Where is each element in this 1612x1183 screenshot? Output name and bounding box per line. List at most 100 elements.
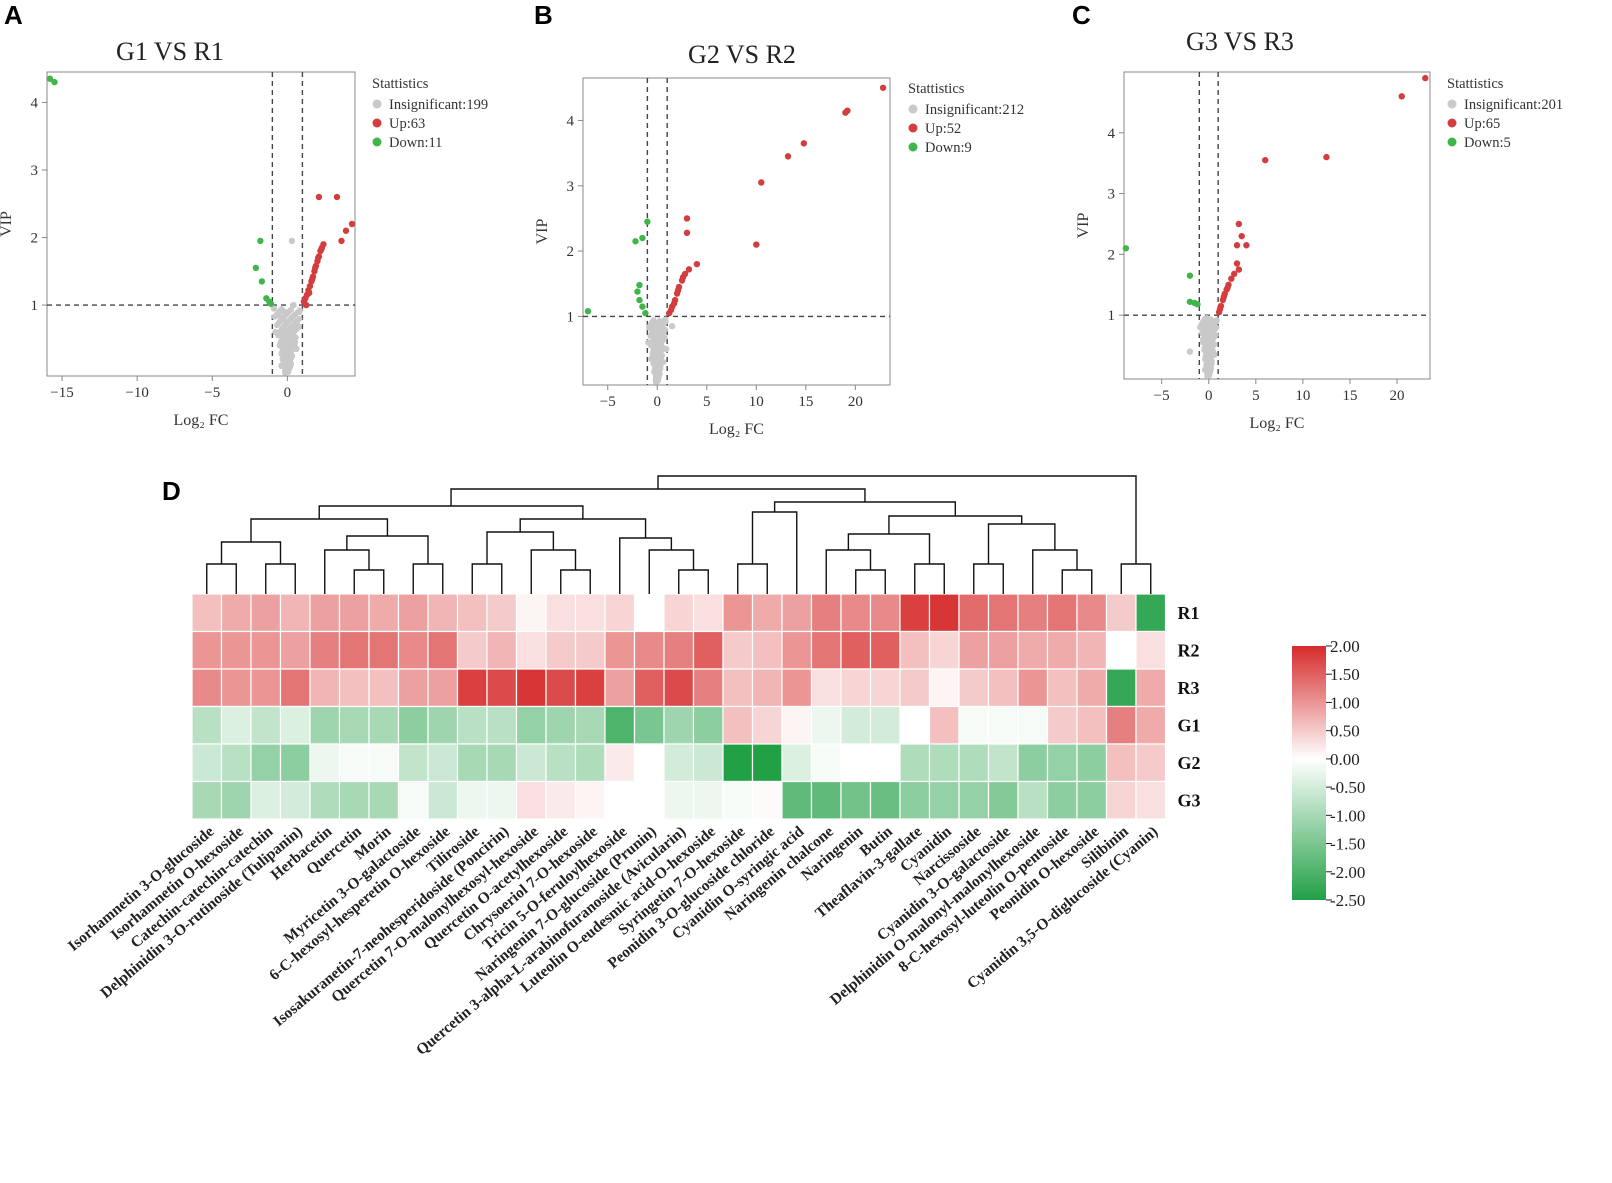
panel-letter: D — [162, 476, 181, 506]
dendrogram-branch — [206, 563, 237, 594]
x-tick-label: 0 — [654, 394, 662, 410]
x-tick-label: 0 — [1205, 388, 1213, 404]
heatmap-cell — [1017, 668, 1049, 708]
heatmap-cell — [397, 630, 429, 670]
point-up — [302, 301, 310, 309]
heatmap-cell — [840, 705, 872, 745]
heatmap-cell — [338, 630, 370, 670]
heatmap-cell — [958, 630, 990, 670]
panel-letter: A — [4, 0, 23, 30]
heatmap-cell — [958, 705, 990, 745]
point-insignificant — [1210, 330, 1217, 337]
heatmap-cell — [604, 593, 636, 633]
heatmap-cell — [663, 668, 695, 708]
heatmap-cell — [279, 668, 311, 708]
point-down — [636, 296, 643, 304]
legend-label: Insignificant:212 — [925, 102, 1024, 118]
dendrogram-branch — [678, 569, 709, 594]
legend-title: Stattistics — [372, 76, 429, 92]
heatmap-cell — [338, 593, 370, 633]
x-axis-label: Log₂ FC — [709, 421, 764, 438]
heatmap-cell — [722, 593, 754, 633]
point-insignificant — [1213, 318, 1220, 325]
point-up — [314, 254, 322, 261]
panel-c-volcano-plot: C G3 VS R3 −5 0 5 10 15 20 1 2 3 4 Log₂ FC VIP Stattis… — [1072, 0, 1563, 432]
point-insignificant — [659, 332, 666, 340]
legend-label: Up:65 — [1464, 116, 1500, 132]
colorbar-tick-label: -2.50 — [1330, 891, 1365, 910]
point-down — [639, 234, 646, 242]
heatmap-cell — [1105, 593, 1137, 633]
heatmap-cell — [1046, 743, 1078, 783]
heatmap-cell — [1046, 593, 1078, 633]
y-axis-label: VIP — [534, 219, 551, 245]
heatmap-cell — [1017, 780, 1049, 820]
x-tick-label: 20 — [1390, 388, 1405, 404]
x-axis-label: Log₂ FC — [1250, 415, 1305, 432]
heatmap-cell — [250, 705, 282, 745]
heatmap-cell — [899, 668, 931, 708]
point-insignificant — [1197, 324, 1204, 331]
heatmap-cell — [368, 630, 400, 670]
heatmap-cell — [840, 593, 872, 633]
heatmap-cell — [515, 593, 547, 633]
heatmap-cell — [427, 780, 459, 820]
point-insignificant — [661, 316, 669, 323]
heatmap-cell — [663, 630, 695, 670]
heatmap-cell — [1135, 743, 1167, 783]
y-tick-label: 3 — [31, 163, 39, 179]
heatmap-cell — [810, 780, 842, 820]
plot-frame — [1123, 71, 1431, 380]
heatmap-cell — [486, 743, 518, 783]
point-up — [693, 260, 701, 268]
heatmap-cell — [869, 593, 901, 633]
dendrogram-branch — [1120, 563, 1152, 594]
point-up — [315, 193, 323, 201]
point-insignificant — [668, 323, 676, 330]
heatmap-cell — [309, 630, 341, 670]
heatmap-cell — [574, 780, 606, 820]
point-insignificant — [281, 308, 288, 316]
heatmap-cell — [663, 743, 695, 783]
point-insignificant — [650, 360, 657, 367]
dendrogram-branch — [855, 569, 886, 594]
point-insignificant — [1205, 354, 1212, 361]
heatmap-cell — [545, 668, 577, 708]
colorbar-tick-label: 2.00 — [1330, 637, 1360, 656]
heatmap-cell — [869, 743, 901, 783]
heatmap-cell — [840, 743, 872, 783]
heatmap-cell — [545, 630, 577, 670]
dendrogram-branch — [412, 563, 444, 594]
point-up — [1323, 153, 1330, 161]
heatmap-cell — [309, 780, 341, 820]
colorbar-tick-label: -0.50 — [1330, 778, 1365, 797]
heatmap-cell — [191, 668, 223, 708]
x-tick-label: 20 — [848, 394, 863, 410]
point-insignificant — [1208, 360, 1215, 368]
heatmap-cell — [604, 705, 636, 745]
point-insignificant — [287, 325, 294, 332]
point-insignificant — [288, 237, 296, 245]
row-label: R1 — [1178, 603, 1200, 623]
point-down — [1122, 245, 1130, 252]
heatmap-cell — [397, 705, 429, 745]
heatmap-cell — [427, 593, 459, 633]
point-up — [1422, 74, 1429, 82]
heatmap-cell — [486, 630, 518, 670]
point-insignificant — [294, 322, 302, 329]
x-axis-label: Log₂ FC — [174, 412, 229, 429]
heatmap-cell — [397, 668, 429, 708]
heatmap-cell — [781, 630, 813, 670]
heatmap-cell — [781, 593, 813, 633]
heatmap-cell — [1105, 668, 1137, 708]
point-up — [342, 227, 350, 234]
heatmap-cell — [958, 668, 990, 708]
heatmap-cell — [191, 705, 223, 745]
dendrogram-branch — [973, 563, 1004, 594]
heatmap-cell — [928, 705, 960, 745]
point-down — [1194, 301, 1201, 308]
point-insignificant — [648, 355, 655, 363]
chart-title: G2 VS R2 — [688, 40, 796, 69]
colorbar-tick-label: 1.00 — [1330, 693, 1360, 712]
point-insignificant — [1186, 348, 1194, 355]
